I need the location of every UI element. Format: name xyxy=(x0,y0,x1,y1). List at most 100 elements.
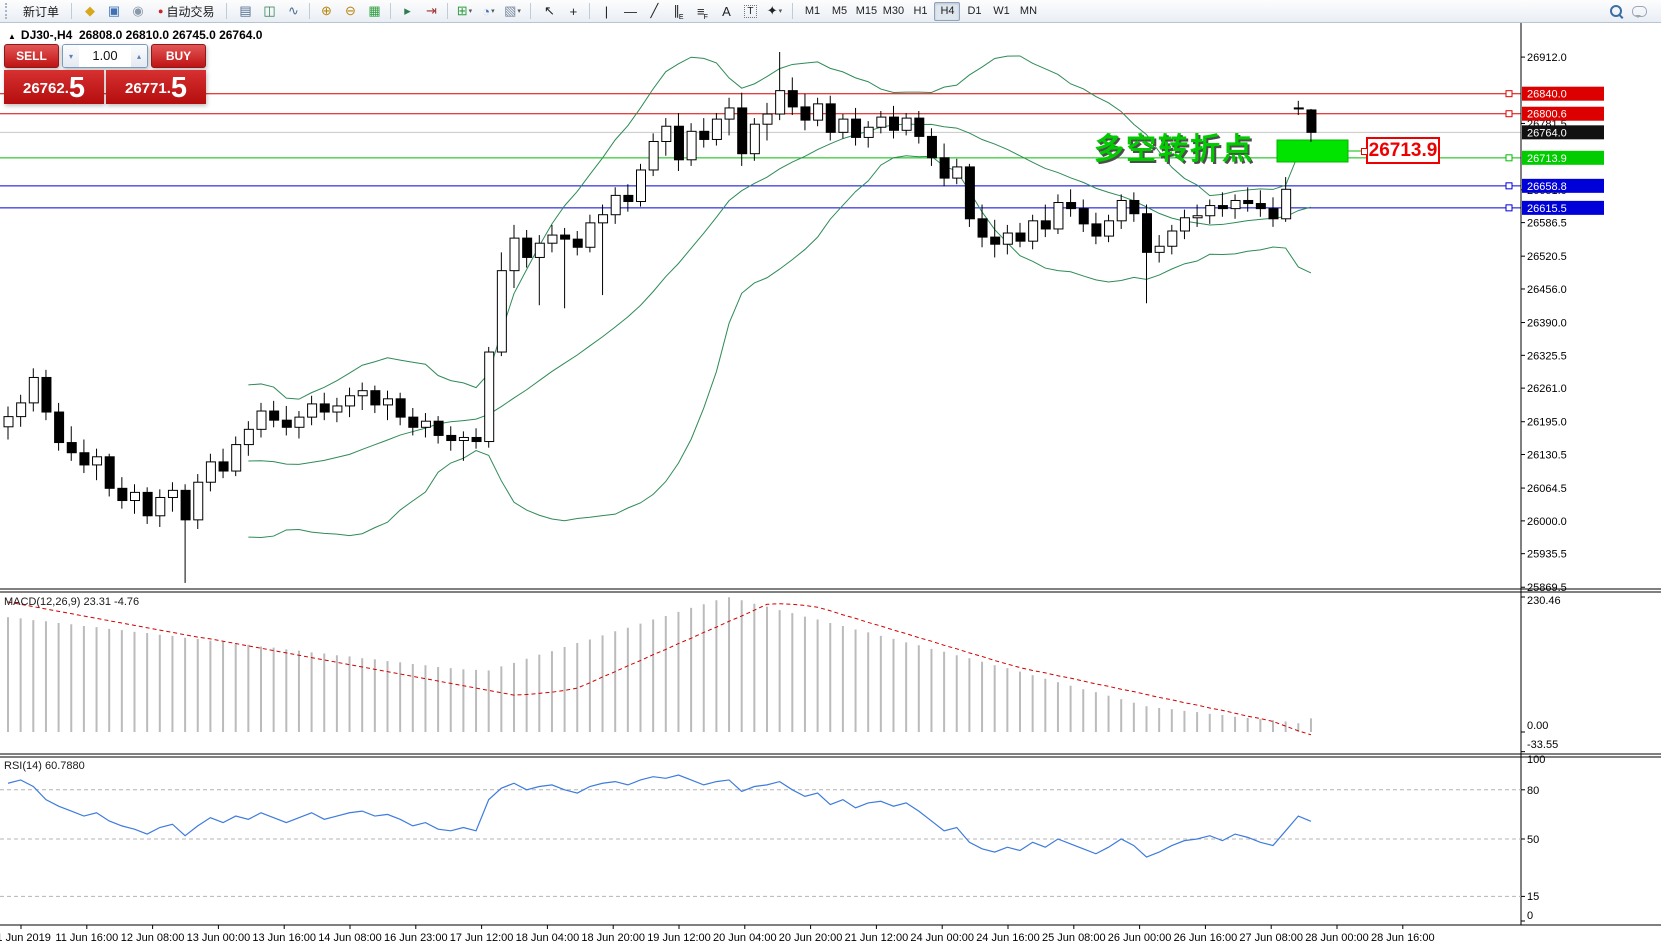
buy-price-display[interactable]: 26771. 5 xyxy=(106,70,206,104)
vertical-line-icon[interactable]: | xyxy=(604,3,609,19)
svg-text:26713.9: 26713.9 xyxy=(1527,153,1567,165)
rsi-pane xyxy=(0,774,1521,897)
channel-icon[interactable]: ∥ E xyxy=(673,3,684,21)
svg-text:26764.0: 26764.0 xyxy=(1527,127,1567,139)
svg-text:26912.0: 26912.0 xyxy=(1527,52,1567,64)
svg-text:26064.5: 26064.5 xyxy=(1527,483,1567,495)
toolbar-separator xyxy=(589,3,591,19)
svg-text:28 Jun 16:00: 28 Jun 16:00 xyxy=(1371,932,1435,944)
periods-icon[interactable]: ◔ ▾ xyxy=(482,3,495,19)
svg-text:27 Jun 08:00: 27 Jun 08:00 xyxy=(1239,932,1303,944)
buy-button[interactable]: BUY xyxy=(151,44,206,68)
cursor-icon[interactable]: ↖ xyxy=(544,3,555,18)
svg-text:28 Jun 00:00: 28 Jun 00:00 xyxy=(1305,932,1369,944)
volume-increase-button[interactable]: ▴ xyxy=(131,45,147,67)
svg-text:0: 0 xyxy=(1527,910,1533,922)
signals-icon[interactable]: ◉ xyxy=(132,3,144,18)
svg-text:12 Jun 08:00: 12 Jun 08:00 xyxy=(121,932,185,944)
svg-text:21 Jun 12:00: 21 Jun 12:00 xyxy=(845,932,909,944)
line-chart-icon[interactable]: ∿ xyxy=(288,3,299,18)
macd-pane xyxy=(7,597,1312,736)
add-indicator-icon-dropdown[interactable]: ▾ xyxy=(468,8,473,15)
autotrading-label: 自动交易 xyxy=(166,4,215,19)
timeframe-m15[interactable]: M15 xyxy=(853,2,879,21)
svg-text:24 Jun 00:00: 24 Jun 00:00 xyxy=(910,932,974,944)
chart-title: ▲ DJ30-,H4 26808.0 26810.0 26745.0 26764.… xyxy=(8,28,262,42)
level-lines xyxy=(0,93,1521,209)
svg-text:26520.5: 26520.5 xyxy=(1527,251,1567,263)
volume-decrease-button[interactable]: ▾ xyxy=(63,45,79,67)
arrows-icon-dropdown[interactable]: ▾ xyxy=(778,8,783,15)
svg-text:13 Jun 16:00: 13 Jun 16:00 xyxy=(252,932,316,944)
toolbar-separator xyxy=(390,3,392,19)
timeframe-h1[interactable]: H1 xyxy=(907,2,933,21)
toolbar-separator xyxy=(309,3,311,19)
auto-scroll-icon[interactable]: ▸ xyxy=(404,3,411,18)
svg-text:25935.5: 25935.5 xyxy=(1527,549,1567,561)
autotrading-button[interactable]: ● 自动交易 xyxy=(152,1,220,21)
svg-text:20 Jun 20:00: 20 Jun 20:00 xyxy=(779,932,843,944)
one-click-trading-widget: SELL ▾ 1.00 ▴ BUY 26762. 5 26771. 5 xyxy=(4,44,206,104)
toolbar-separator xyxy=(792,3,794,19)
svg-text:-33.55: -33.55 xyxy=(1527,739,1558,751)
metaeditor-icon[interactable]: ◆ xyxy=(85,3,96,18)
periods-icon-dropdown[interactable]: ▾ xyxy=(491,8,495,15)
search-icon[interactable] xyxy=(1610,5,1622,17)
templates-icon[interactable]: ▧ ▾ xyxy=(504,3,521,18)
svg-text:20 Jun 04:00: 20 Jun 04:00 xyxy=(713,932,777,944)
timeframe-w1[interactable]: W1 xyxy=(988,2,1014,21)
zoom-out-icon[interactable]: ⊖ xyxy=(345,3,356,18)
fibonacci-icon[interactable]: ≡ F xyxy=(697,3,708,22)
svg-text:15: 15 xyxy=(1527,891,1539,903)
sell-price-display[interactable]: 26762. 5 xyxy=(4,70,104,104)
chart-shift-icon[interactable]: ⇥ xyxy=(426,3,437,18)
rsi-indicator-label: RSI(14) 60.7880 xyxy=(4,760,85,772)
bar-chart-icon[interactable]: ▤ xyxy=(239,3,252,18)
tile-windows-icon[interactable]: ▦ xyxy=(368,3,381,18)
main-toolbar: 新订单 ◆ ▣ ◉ ● 自动交易 ▤ ◫ ∿ ⊕ ⊖ ▦ ▸ ⇥ ⊞ ▾ ◔ ▾ ▧ ▾ ↖ + | — ╱ ∥ E ≡ F A… xyxy=(0,0,1661,23)
crosshair-icon[interactable]: + xyxy=(569,3,578,19)
svg-text:26615.5: 26615.5 xyxy=(1527,203,1567,215)
arrows-icon[interactable]: ✦ ▾ xyxy=(766,3,783,18)
zoom-in-icon[interactable]: ⊕ xyxy=(321,3,332,18)
toolbar-separator xyxy=(447,3,449,19)
svg-text:26456.0: 26456.0 xyxy=(1527,284,1567,296)
turning-point-annotation: 多空转折点 xyxy=(1094,133,1254,166)
svg-text:11 Jun 2019: 11 Jun 2019 xyxy=(0,932,51,944)
svg-text:18 Jun 20:00: 18 Jun 20:00 xyxy=(581,932,645,944)
svg-text:13 Jun 00:00: 13 Jun 00:00 xyxy=(187,932,251,944)
timeframe-h4[interactable]: H4 xyxy=(934,1,961,21)
trendline-icon[interactable]: ╱ xyxy=(650,3,659,18)
new-order-button[interactable]: 新订单 xyxy=(17,1,65,21)
text-icon[interactable]: A xyxy=(722,3,731,19)
text-label-icon[interactable]: T xyxy=(738,0,762,22)
green-zone-rect xyxy=(1276,139,1349,163)
timeframe-d1[interactable]: D1 xyxy=(961,2,987,21)
templates-icon-dropdown[interactable]: ▾ xyxy=(517,8,521,15)
svg-text:80: 80 xyxy=(1527,785,1539,797)
svg-text:230.46: 230.46 xyxy=(1527,595,1561,607)
toolbar-grip[interactable] xyxy=(5,3,12,19)
macd-indicator-label: MACD(12,26,9) 23.31 -4.76 xyxy=(4,596,140,608)
terminal-icon[interactable]: ▣ xyxy=(107,3,121,18)
svg-text:26000.0: 26000.0 xyxy=(1527,516,1567,528)
svg-text:26 Jun 00:00: 26 Jun 00:00 xyxy=(1108,932,1172,944)
volume-value[interactable]: 1.00 xyxy=(92,48,118,63)
chart-ohlc: 26808.0 26810.0 26745.0 26764.0 xyxy=(78,28,263,42)
timeframe-m30[interactable]: M30 xyxy=(880,2,906,21)
timeframe-m5[interactable]: M5 xyxy=(826,2,852,21)
candlestick-chart-icon[interactable]: ◫ xyxy=(263,3,276,18)
horizontal-line-icon[interactable]: — xyxy=(623,3,637,19)
sell-button[interactable]: SELL xyxy=(4,44,59,68)
chat-icon[interactable] xyxy=(1632,5,1647,18)
svg-text:26586.5: 26586.5 xyxy=(1527,218,1567,230)
timeframe-m1[interactable]: M1 xyxy=(799,2,825,21)
svg-text:26261.0: 26261.0 xyxy=(1527,383,1567,395)
add-indicator-icon[interactable]: ⊞ ▾ xyxy=(456,3,473,18)
svg-text:19 Jun 12:00: 19 Jun 12:00 xyxy=(647,932,711,944)
chart-symbol-period: DJ30-,H4 xyxy=(20,28,73,42)
svg-text:11 Jun 16:00: 11 Jun 16:00 xyxy=(55,932,118,944)
collapse-triangle-icon[interactable]: ▲ xyxy=(8,32,16,41)
timeframe-mn[interactable]: MN xyxy=(1015,2,1041,21)
